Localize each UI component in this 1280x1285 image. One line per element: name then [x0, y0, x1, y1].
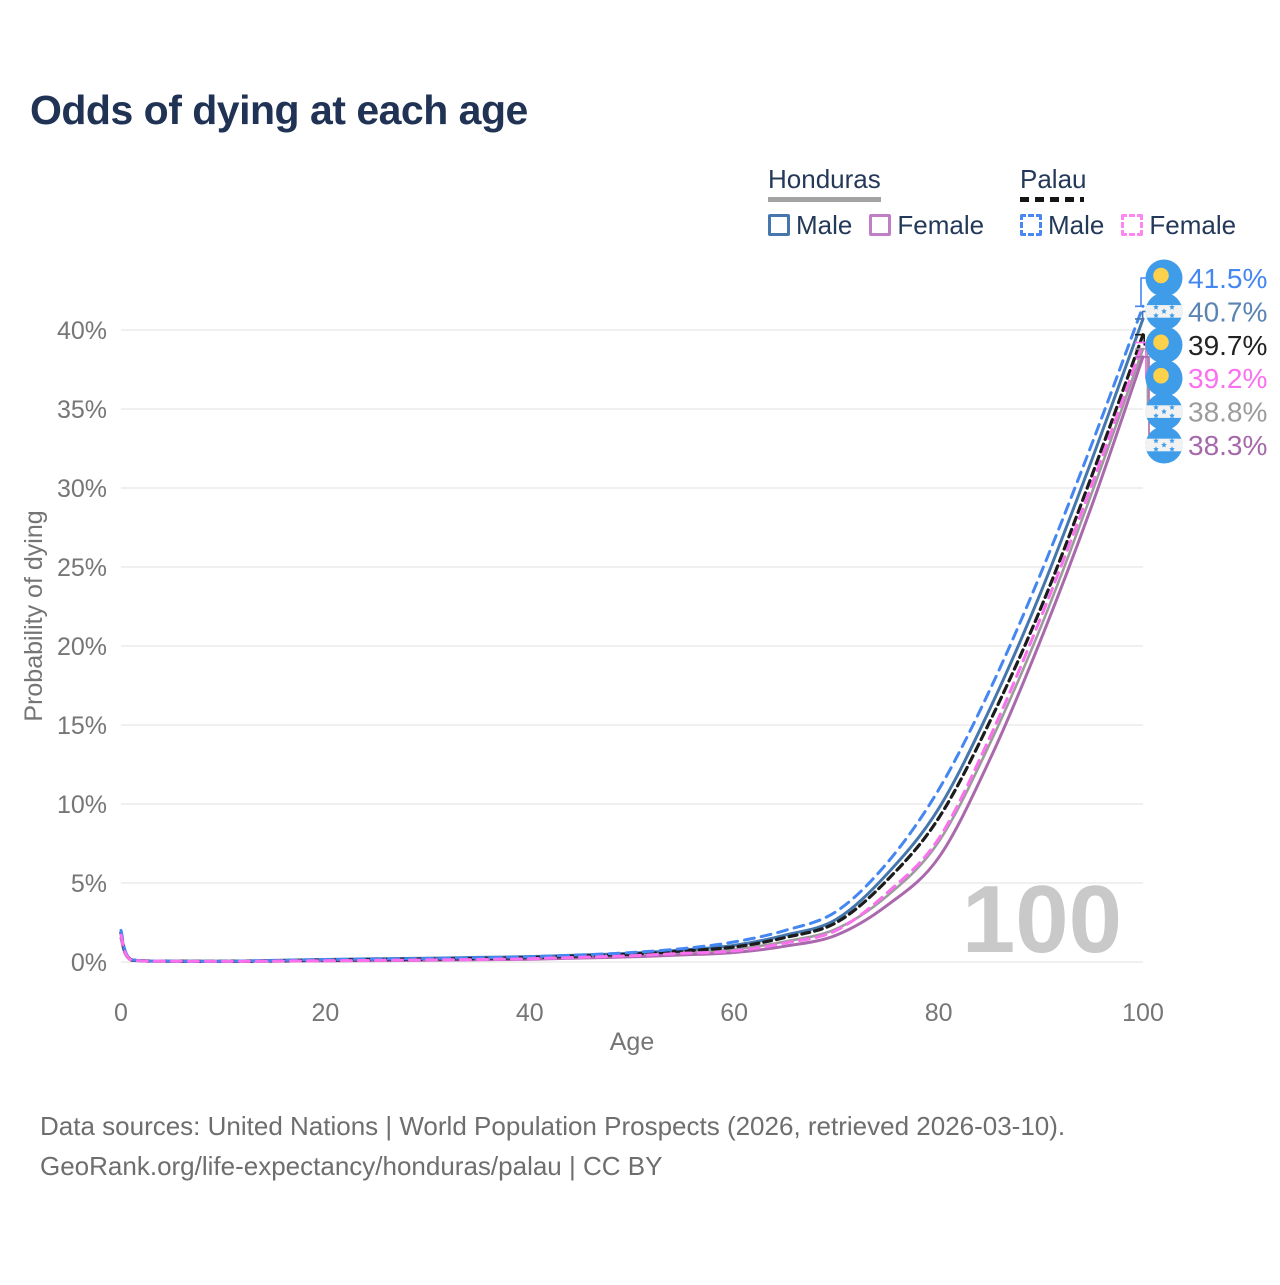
y-tick-label: 40% — [57, 317, 107, 345]
axis-ticks: 0% 5% 10% 15% 20% 25% 30% 35% 40% 0 20 40 60 80 100 — [57, 317, 1164, 1027]
legend-dashed-line-sample — [1020, 196, 1084, 202]
x-tick-label: 40 — [516, 999, 544, 1027]
end-value-label-palau-male: 41.5% — [1188, 263, 1267, 294]
legend-group-title: Honduras — [768, 164, 881, 194]
palau-flag-icon — [1145, 359, 1183, 397]
legend-item-palau-female[interactable]: Female — [1121, 210, 1236, 241]
legend-item-label: Female — [1149, 209, 1237, 240]
y-tick-label: 15% — [57, 712, 107, 740]
series-line-palau-female — [119, 341, 1145, 963]
footer-data-sources: Data sources: United Nations | World Pop… — [40, 1111, 1066, 1141]
end-value-label-palau-both: 39.7% — [1188, 330, 1267, 361]
y-tick-label: 35% — [57, 396, 107, 424]
end-value-label-honduras-male: 40.7% — [1188, 296, 1267, 327]
end-value-label-palau-female: 39.2% — [1188, 363, 1267, 394]
legend-solid-line-sample — [768, 196, 881, 202]
end-annotations: 41.5%40.7%39.7%39.2%38.8%38.3% — [1135, 259, 1267, 464]
end-value-label-honduras-both: 38.8% — [1188, 397, 1267, 428]
age-watermark: 100 — [962, 866, 1122, 973]
palau-flag-icon — [1145, 326, 1183, 364]
palau-flag-icon — [1145, 259, 1183, 297]
legend-swatch-icon — [869, 214, 892, 237]
legend-item-label: Female — [897, 209, 985, 240]
x-tick-label: 100 — [1122, 999, 1164, 1027]
legend-group-honduras: Honduras Male Female — [768, 165, 984, 241]
y-tick-label: 0% — [71, 949, 107, 977]
legend-item-palau-male[interactable]: Male — [1020, 210, 1104, 241]
legend-item-label: Male — [796, 209, 853, 240]
x-tick-label: 0 — [114, 999, 128, 1027]
end-value-label-honduras-female: 38.3% — [1188, 430, 1267, 461]
series-line-palau-both — [119, 333, 1145, 963]
honduras-flag-icon — [1145, 426, 1183, 464]
x-tick-label: 60 — [720, 999, 748, 1027]
legend-item-label: Male — [1048, 209, 1105, 240]
y-tick-label: 20% — [57, 633, 107, 661]
footer-attribution: GeoRank.org/life-expectancy/honduras/pal… — [40, 1151, 663, 1181]
gridlines — [121, 329, 1143, 963]
x-tick-label: 20 — [311, 999, 339, 1027]
x-axis-title: Age — [610, 1028, 654, 1056]
y-tick-label: 5% — [71, 870, 107, 898]
y-axis-title: Probability of dying — [20, 510, 48, 721]
honduras-flag-icon — [1145, 292, 1183, 330]
footer: Data sources: United Nations | World Pop… — [40, 1106, 1065, 1186]
y-tick-label: 10% — [57, 791, 107, 819]
legend-swatch-icon — [768, 214, 790, 237]
y-tick-label: 30% — [57, 475, 107, 503]
series-line-palau-male — [119, 304, 1145, 963]
legend-item-honduras-female[interactable]: Female — [869, 210, 984, 241]
y-tick-label: 25% — [57, 554, 107, 582]
honduras-flag-icon — [1145, 393, 1183, 431]
legend-group-palau: Palau Male Female — [1020, 165, 1236, 241]
legend-swatch-icon — [1020, 214, 1042, 237]
legend-group-title: Palau — [1020, 164, 1087, 194]
legend-swatch-icon — [1121, 214, 1144, 237]
page-title: Odds of dying at each age — [30, 87, 528, 133]
legend-item-honduras-male[interactable]: Male — [768, 210, 852, 241]
x-tick-label: 80 — [925, 999, 953, 1027]
series-curves — [119, 304, 1145, 963]
series-line-honduras-male — [119, 317, 1145, 963]
